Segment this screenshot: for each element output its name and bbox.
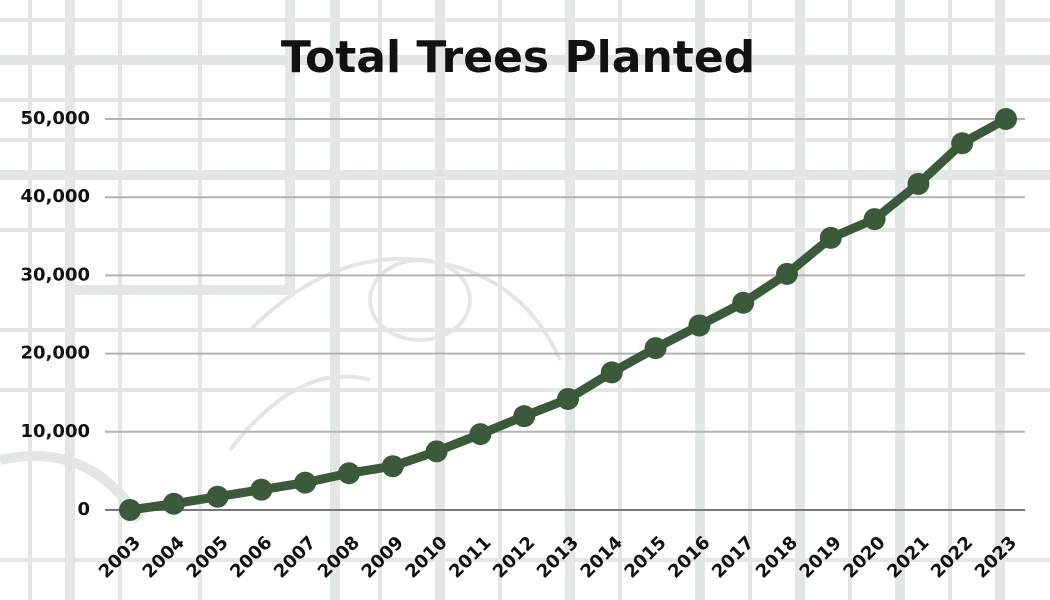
x-tick-label: 2006	[226, 532, 276, 582]
x-tick-label: 2011	[445, 532, 495, 582]
data-point	[381, 455, 404, 478]
x-tick-label: 2009	[358, 532, 408, 582]
x-tick-label: 2004	[139, 532, 189, 582]
x-tick-label: 2021	[883, 532, 933, 582]
data-point	[600, 361, 623, 384]
y-tick-label: 20,000	[21, 343, 90, 364]
data-point	[819, 226, 842, 249]
data-point	[863, 208, 886, 231]
data-point	[425, 440, 448, 463]
y-tick-label: 30,000	[21, 264, 90, 285]
x-tick-label: 2020	[839, 532, 889, 582]
x-tick-label: 2005	[182, 532, 232, 582]
data-point	[951, 132, 974, 155]
data-point	[644, 337, 667, 360]
data-point	[338, 462, 360, 485]
data-point	[732, 291, 755, 314]
x-tick-label: 2016	[664, 532, 714, 582]
x-tick-label: 2015	[620, 532, 670, 582]
data-point	[250, 478, 273, 501]
data-point	[206, 485, 229, 508]
x-tick-label: 2022	[927, 532, 977, 582]
x-tick-label: 2012	[489, 532, 539, 582]
data-point	[995, 108, 1017, 130]
chart-title: Total Trees Planted	[281, 32, 755, 83]
y-tick-label: 10,000	[21, 421, 90, 442]
data-point	[776, 262, 798, 285]
data-point	[294, 471, 317, 494]
data-point	[557, 387, 579, 410]
x-tick-label: 2007	[270, 532, 320, 582]
x-tick-label: 2018	[752, 532, 802, 582]
data-point	[469, 423, 492, 446]
data-point	[688, 314, 711, 337]
data-point	[119, 499, 141, 521]
y-tick-label: 50,000	[21, 108, 90, 129]
y-tick-label: 40,000	[21, 186, 90, 207]
x-tick-label: 2013	[533, 532, 583, 582]
data-point	[162, 492, 185, 515]
data-point	[513, 405, 536, 428]
y-tick-label: 0	[77, 499, 90, 520]
data-point	[907, 172, 930, 195]
